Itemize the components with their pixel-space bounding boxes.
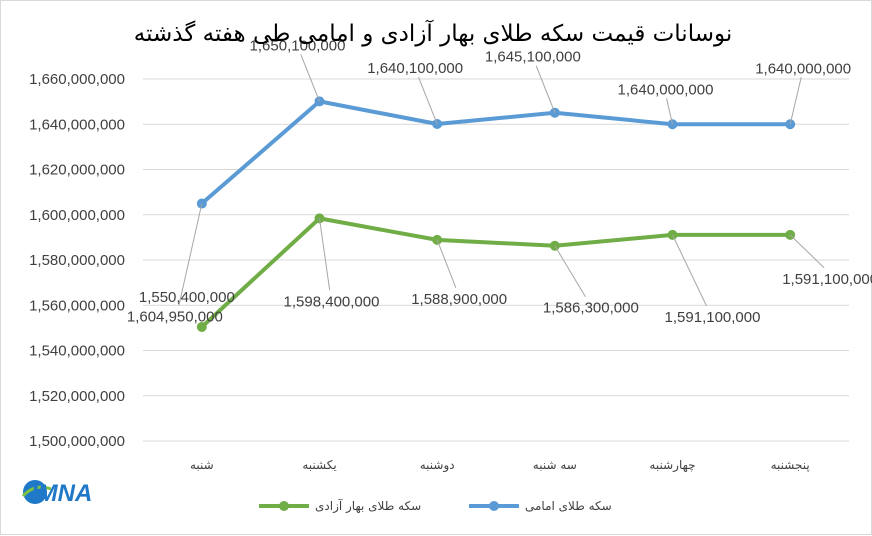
x-category-label: دوشنبه (420, 458, 455, 473)
data-label: 1,645,100,000 (485, 49, 581, 66)
data-label-leader (300, 54, 320, 102)
y-tick-label: 1,600,000,000 (29, 207, 125, 224)
x-category-label: چهارشنبه (649, 458, 695, 473)
legend-label: سکه طلای بهار آزادی (315, 498, 421, 514)
x-category-label: پنجشنبه (771, 458, 810, 472)
x-category-label: شنبه (190, 458, 214, 472)
y-tick-label: 1,560,000,000 (29, 297, 125, 314)
legend-marker (279, 501, 289, 511)
chart-title: نوسانات قیمت سکه طلای بهار آزادی و امامی… (134, 19, 733, 47)
data-label-leader (672, 234, 707, 307)
data-label-leader (666, 98, 673, 125)
data-label-leader (178, 203, 203, 306)
data-label-leader (789, 234, 825, 269)
data-label-leaders (178, 54, 825, 307)
data-label-leader (436, 239, 457, 289)
data-label: 1,591,100,000 (782, 271, 872, 288)
legend-label: سکه طلای امامی (525, 499, 612, 513)
x-category-label: سه شنبه (533, 458, 577, 472)
data-label-leader (319, 218, 331, 291)
data-label: 1,598,400,000 (284, 293, 380, 310)
data-label: 1,591,100,000 (665, 309, 761, 326)
data-label: 1,650,100,000 (250, 37, 346, 54)
data-label-leader (789, 77, 802, 125)
y-tick-label: 1,520,000,000 (29, 388, 125, 405)
x-category-label: یکشنبه (302, 458, 336, 472)
legend: سکه طلای امامی سکه طلای بهار آزادی (259, 498, 612, 514)
logo-text: IMNA (31, 480, 92, 507)
data-label: 1,640,000,000 (755, 60, 851, 77)
y-tick-label: 1,640,000,000 (29, 116, 125, 133)
data-label: 1,586,300,000 (543, 300, 639, 317)
data-point (196, 321, 207, 332)
data-label: 1,640,100,000 (367, 60, 463, 77)
y-tick-label: 1,620,000,000 (29, 162, 125, 179)
data-label-leader (554, 245, 586, 298)
y-tick-label: 1,500,000,000 (29, 433, 125, 450)
data-label-leader (418, 76, 438, 125)
y-tick-label: 1,660,000,000 (29, 71, 125, 88)
data-label-leader (535, 65, 556, 113)
data-label: 1,640,000,000 (618, 81, 714, 98)
imna-logo: IMNA (21, 480, 92, 507)
data-labels: 1,550,400,000 1,598,400,000 1,588,900,000 1… (127, 37, 872, 325)
data-label: 1,604,950,000 (127, 309, 223, 326)
series-line-1 (200, 99, 791, 206)
y-tick-label: 1,580,000,000 (29, 252, 125, 269)
legend-marker (489, 501, 499, 511)
y-tick-label: 1,540,000,000 (29, 343, 125, 360)
gridlines (143, 78, 849, 442)
logo-swoosh-icon (21, 485, 52, 498)
data-label: 1,588,900,000 (411, 291, 507, 308)
y-axis-ticks: 1,500,000,000 1,520,000,000 1,540,000,000 1… (29, 71, 125, 450)
x-axis-categories: شنبه یکشنبه دوشنبه سه شنبه چهارشنبه پنجشنبه (190, 458, 810, 473)
series-line-0 (200, 216, 791, 329)
data-label: 1,550,400,000 (139, 289, 235, 306)
